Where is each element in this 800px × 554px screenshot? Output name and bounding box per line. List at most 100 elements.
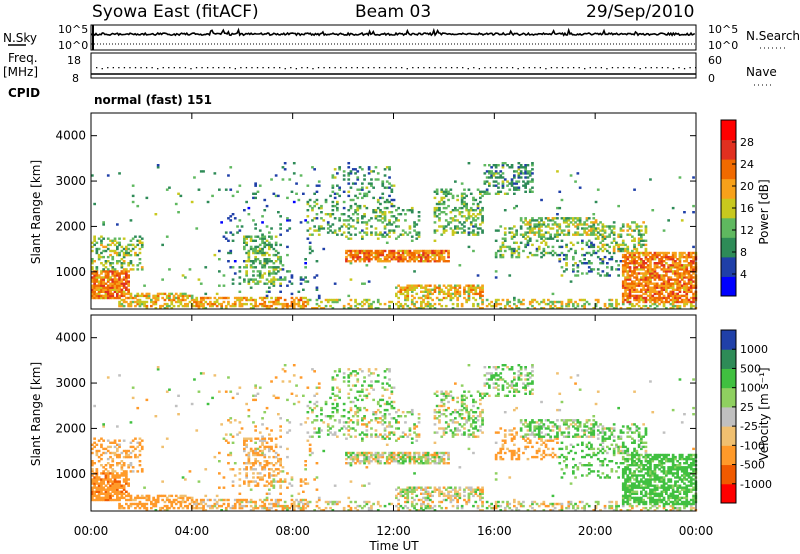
velocity-cell (274, 455, 278, 459)
velocity-cell (136, 496, 140, 500)
power-cell (642, 262, 645, 265)
velocity-cell (249, 498, 253, 502)
power-cell (426, 284, 430, 287)
power-cell (644, 278, 648, 281)
power-cell (676, 270, 679, 273)
velocity-cell (340, 427, 344, 430)
power-cell (136, 292, 140, 296)
power-cell (469, 221, 473, 224)
velocity-cell (193, 500, 196, 504)
power-cell (245, 243, 248, 247)
power-cell (181, 292, 185, 296)
velocity-cell (270, 439, 273, 442)
power-cell (311, 307, 314, 310)
velocity-cell (247, 482, 251, 485)
power-cell (138, 241, 142, 244)
velocity-cell (118, 374, 121, 377)
power-cell (689, 276, 693, 279)
power-cell (422, 298, 425, 302)
velocity-cell (220, 423, 223, 426)
power-cell (270, 280, 273, 283)
power-cell (261, 249, 264, 253)
velocity-cell (299, 478, 303, 481)
power-cell (379, 231, 382, 234)
velocity-cell (279, 504, 282, 508)
velocity-cell (274, 443, 278, 446)
power-cell (653, 253, 657, 257)
power-cell (120, 298, 124, 302)
power-cell (93, 282, 96, 285)
power-cell (254, 227, 257, 230)
power-cell (249, 286, 253, 289)
velocity-cell (140, 504, 144, 508)
power-cell (376, 249, 380, 253)
power-cell (127, 276, 130, 279)
power-cell (635, 266, 639, 269)
power-cell (388, 200, 391, 204)
power-cell (106, 237, 110, 240)
velocity-cell (156, 500, 160, 504)
power-cell (501, 241, 505, 244)
power-cell (531, 219, 534, 222)
power-cell (662, 280, 666, 283)
power-cell (678, 268, 682, 271)
power-cell (243, 209, 246, 212)
power-cell (617, 268, 620, 271)
power-cell (542, 223, 546, 226)
power-cell (447, 255, 450, 259)
power-cell (601, 258, 605, 261)
power-cell (669, 286, 673, 289)
velocity-cell (347, 368, 351, 371)
freq-point (96, 67, 98, 69)
power-cell (537, 221, 541, 224)
velocity-cell (376, 417, 380, 420)
velocity-cell (154, 415, 158, 418)
power-cell (621, 284, 625, 287)
power-cell (655, 264, 659, 267)
power-cell (127, 304, 130, 308)
power-cell (143, 302, 146, 306)
velocity-cell (383, 451, 387, 455)
power-cell (231, 233, 235, 236)
velocity-cell (281, 470, 285, 473)
power-cell (322, 247, 326, 251)
power-cell (492, 180, 496, 183)
freq-point (401, 67, 403, 69)
velocity-cell (122, 480, 126, 483)
power-cell (233, 300, 237, 304)
power-cell (642, 274, 645, 277)
power-cell (671, 304, 675, 308)
power-cell (161, 292, 164, 296)
velocity-cell (281, 504, 285, 508)
power-cell (510, 249, 514, 253)
power-cell (526, 170, 530, 173)
power-cell (333, 204, 337, 208)
velocity-cell (174, 502, 178, 506)
power-cell (363, 194, 366, 198)
power-cell (674, 296, 677, 300)
velocity-cell (306, 502, 310, 506)
freq-point (678, 67, 680, 69)
power-cell (637, 272, 641, 275)
freq-point (334, 67, 336, 69)
velocity-cell (150, 500, 153, 504)
power-cell (435, 249, 439, 253)
freq-point (672, 68, 675, 70)
power-cell (621, 260, 625, 263)
freq-point (428, 67, 431, 69)
power-cell (184, 304, 187, 308)
power-cell (528, 190, 532, 193)
power-cell (596, 235, 600, 238)
freq-point (395, 67, 397, 69)
power-cell (379, 211, 382, 214)
power-cell (456, 284, 459, 287)
power-cell (526, 241, 530, 244)
velocity-cell (125, 453, 128, 457)
power-cell (574, 307, 577, 310)
power-cell (122, 278, 126, 281)
power-cell (329, 225, 332, 228)
velocity-cell (240, 500, 244, 504)
power-cell (433, 255, 437, 259)
power-cell (451, 286, 455, 289)
power-cell (408, 307, 412, 310)
